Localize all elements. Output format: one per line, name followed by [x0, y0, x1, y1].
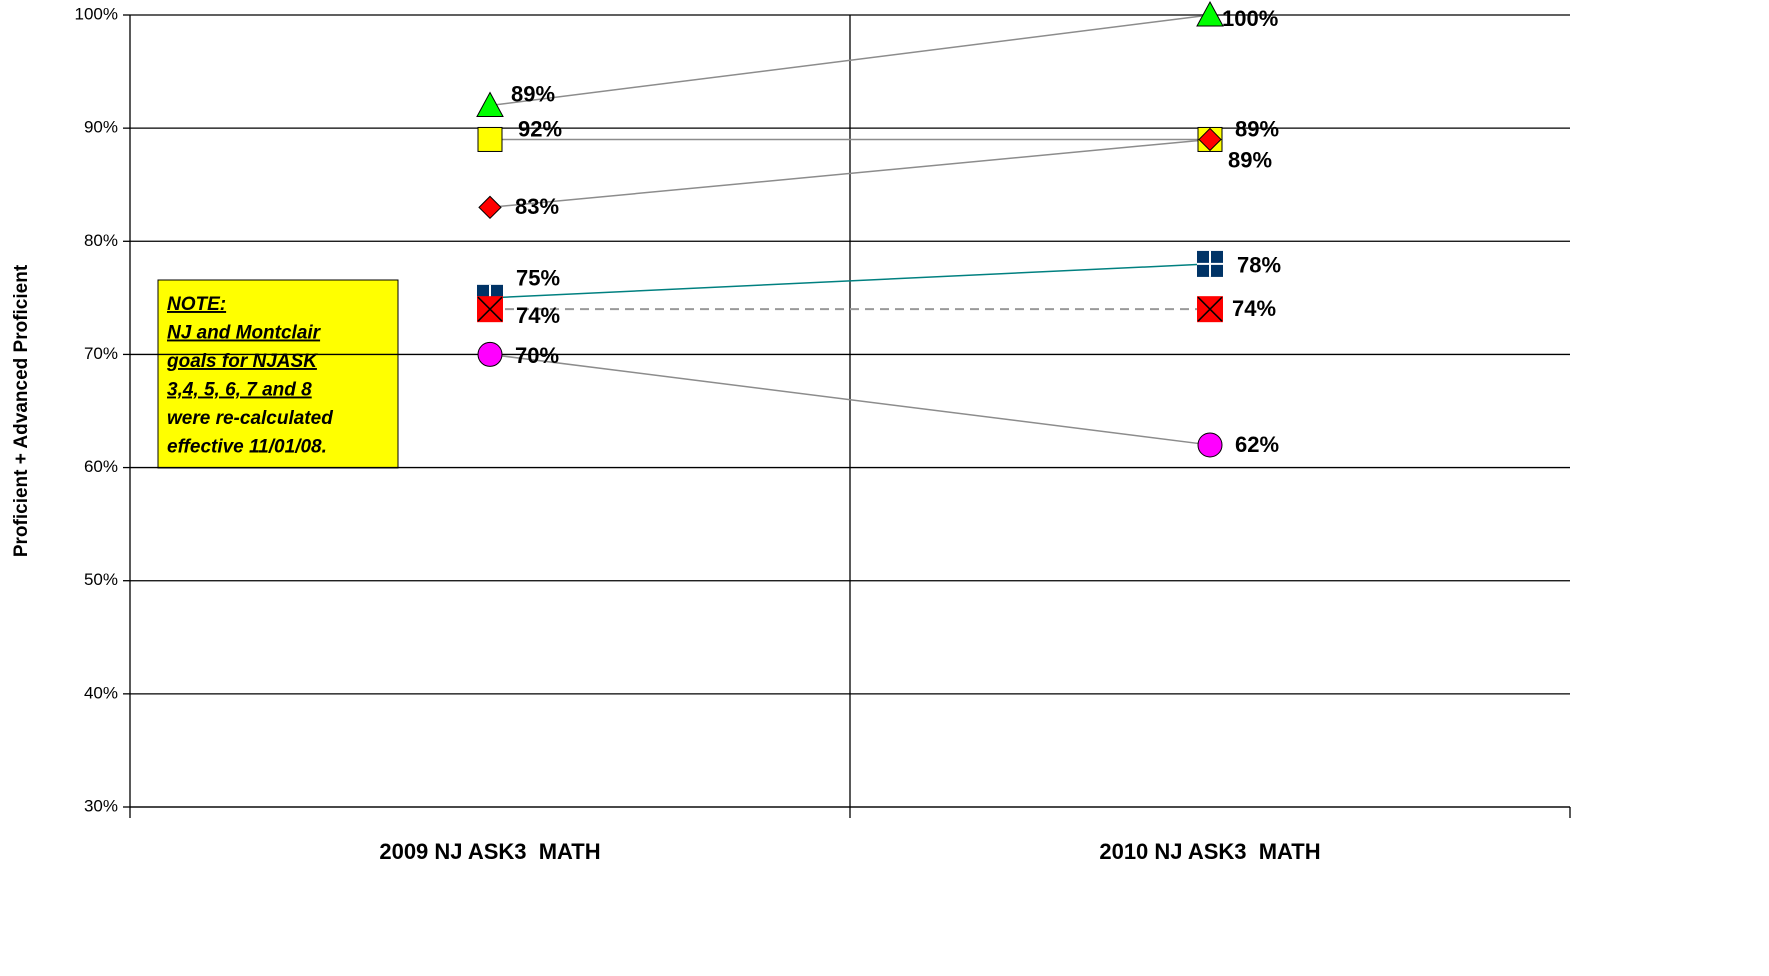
series-line [489, 138, 1211, 209]
value-label: 74% [516, 303, 560, 328]
marker-x [477, 296, 503, 322]
y-tick-label: 40% [84, 683, 118, 702]
x-tick-label: 2010 NJ ASK3 MATH [1099, 839, 1320, 864]
diamond-marker [1198, 127, 1222, 152]
series-line [489, 14, 1211, 107]
y-axis-label: Proficient + Advanced Proficient [11, 264, 32, 557]
y-tick-label: 70% [84, 344, 118, 363]
value-label: 89% [1228, 147, 1272, 172]
note-line: 3,4, 5, 6, 7 and 8 [167, 380, 312, 401]
value-label: 92% [518, 116, 562, 141]
marker-x [1197, 296, 1223, 322]
x-square-marker [1197, 296, 1223, 323]
value-label: 75% [516, 266, 560, 291]
y-tick-label: 80% [84, 231, 118, 250]
y-tick-label: 100% [75, 4, 118, 23]
square-marker [477, 126, 503, 152]
x-square-marker [477, 296, 503, 323]
note-box: NOTE: NJ and Montclair goals for NJASK 3,4,… [157, 279, 399, 469]
note-background [157, 279, 399, 469]
note-line: effective 11/01/08. [167, 437, 327, 458]
value-label: 70% [515, 343, 559, 368]
y-tick-label: 30% [84, 796, 118, 815]
value-label: 89% [1235, 116, 1279, 141]
series-line [489, 353, 1211, 446]
y-tick-label: 90% [84, 118, 118, 137]
circle-marker [477, 341, 503, 367]
y-tick-label: 50% [84, 570, 118, 589]
triangle-marker [1196, 0, 1224, 27]
value-label: 62% [1235, 432, 1279, 457]
cross-square-marker [1197, 250, 1223, 277]
diamond-marker [478, 195, 502, 220]
value-label: 83% [515, 194, 559, 219]
note-line: NJ and Montclair [167, 323, 322, 344]
note-line: were re-calculated [167, 408, 333, 429]
note-line: NOTE: [167, 294, 226, 315]
value-label: 78% [1237, 253, 1281, 278]
value-label: 74% [1232, 296, 1276, 321]
series-line [489, 263, 1211, 299]
circle-marker [1197, 432, 1223, 458]
x-tick-label: 2009 NJ ASK3 MATH [379, 839, 600, 864]
marker-cross [1197, 250, 1223, 277]
y-tick-label: 60% [84, 457, 118, 476]
note-line: goals for NJASK [166, 351, 318, 372]
value-label: 89% [511, 81, 555, 106]
value-label: 100% [1222, 6, 1278, 31]
triangle-marker [476, 91, 504, 118]
